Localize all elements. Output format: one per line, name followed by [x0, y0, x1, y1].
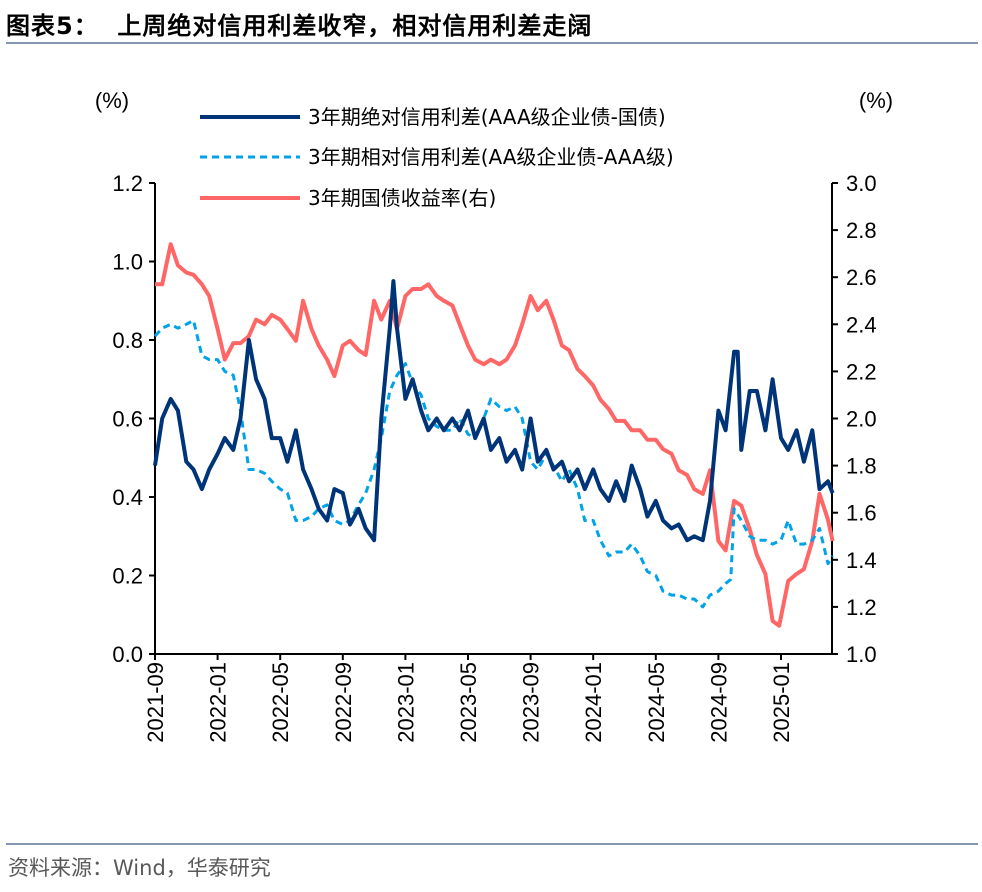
right-tick-label: 2.4	[846, 312, 877, 337]
right-tick-label: 2.0	[846, 407, 877, 432]
x-tick-label: 2023-05	[456, 662, 481, 743]
legend-label-rel-spread: 3年期相对信用利差(AA级企业债-AAA级)	[308, 145, 674, 169]
series-line-0	[153, 279, 835, 543]
x-tick-label: 2022-09	[331, 662, 356, 743]
x-tick-label: 2025-01	[769, 662, 794, 743]
right-tick-label: 2.8	[846, 218, 877, 243]
source-note: 资料来源：Wind，华泰研究	[8, 856, 271, 880]
right-tick-label: 1.8	[846, 454, 877, 479]
figure-title: 图表5： 上周绝对信用利差收窄，相对信用利差走阔	[6, 12, 593, 40]
right-tick-label: 2.2	[846, 359, 877, 384]
left-tick-label: 1.2	[112, 171, 143, 196]
left-tick-label: 0.0	[112, 642, 143, 667]
left-axis-label: (%)	[95, 88, 129, 113]
x-tick-label: 2024-05	[644, 662, 669, 743]
right-tick-label: 3.0	[846, 171, 877, 196]
x-tick-label: 2024-01	[581, 662, 606, 743]
source-divider	[6, 843, 978, 845]
x-tick-label: 2023-01	[393, 662, 418, 743]
x-tick-label: 2024-09	[706, 662, 731, 743]
right-axis-label: (%)	[859, 88, 893, 113]
series-line-2	[155, 242, 835, 628]
x-tick-label: 2021-09	[143, 662, 168, 743]
left-tick-label: 0.6	[112, 407, 143, 432]
left-tick-label: 1.0	[112, 250, 143, 275]
legend-label-yield: 3年期国债收益率(右)	[308, 186, 496, 210]
left-tick-label: 0.8	[112, 328, 143, 353]
x-tick-label: 2022-05	[268, 662, 293, 743]
x-tick-label: 2023-09	[519, 662, 544, 743]
title-divider	[6, 42, 978, 44]
right-tick-label: 1.6	[846, 501, 877, 526]
legend-label-abs-spread: 3年期绝对信用利差(AAA级企业债-国债)	[308, 105, 666, 129]
right-tick-label: 2.6	[846, 265, 877, 290]
series-line-1	[153, 318, 834, 609]
axes: 0.0 0.2 0.4 0.6 0.8 1.0 1.2 1.0 1.2 1.4 1.6 1.8 2.0 2…	[112, 171, 876, 743]
series-lines	[153, 242, 835, 628]
x-tick-label: 2022-01	[206, 662, 231, 743]
right-tick-label: 1.2	[846, 595, 877, 620]
left-tick-label: 0.2	[112, 564, 143, 589]
right-tick-label: 1.4	[846, 548, 877, 573]
left-tick-label: 0.4	[112, 485, 143, 510]
legend: 3年期绝对信用利差(AAA级企业债-国债) 3年期相对信用利差(AA级企业债-A…	[200, 105, 674, 210]
right-tick-label: 1.0	[846, 642, 877, 667]
